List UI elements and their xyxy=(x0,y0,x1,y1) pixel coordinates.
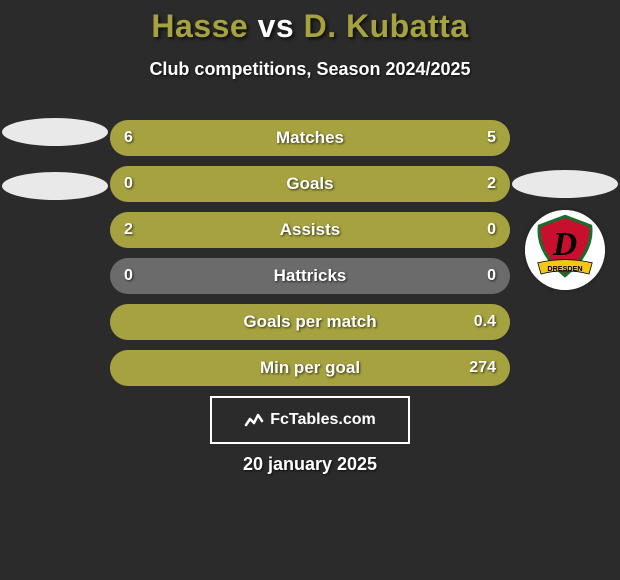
stat-label: Goals xyxy=(110,166,510,202)
player2-badge-area: D DRESDEN xyxy=(510,170,620,290)
svg-text:DRESDEN: DRESDEN xyxy=(547,264,582,273)
stat-label: Assists xyxy=(110,212,510,248)
comparison-title: Hasse vs D. Kubatta xyxy=(0,0,620,45)
player2-name: D. Kubatta xyxy=(304,8,469,44)
player1-photo-placeholder xyxy=(2,172,108,200)
stat-row: 00Hattricks xyxy=(110,258,510,294)
player1-club-badge-placeholder xyxy=(2,118,108,146)
player1-badge-area xyxy=(0,118,110,226)
vs-separator: vs xyxy=(258,8,295,44)
subtitle: Club competitions, Season 2024/2025 xyxy=(0,59,620,80)
stat-row: 0.4Goals per match xyxy=(110,304,510,340)
stat-row: 02Goals xyxy=(110,166,510,202)
comparison-chart: 65Matches 02Goals 20Assists 00Hattricks 0.4G… xyxy=(110,120,510,396)
svg-text:D: D xyxy=(552,226,577,263)
stat-label: Goals per match xyxy=(110,304,510,340)
stat-row: 274Min per goal xyxy=(110,350,510,386)
player2-photo-placeholder xyxy=(512,170,618,198)
dynamo-dresden-crest-icon: D DRESDEN xyxy=(525,210,605,290)
stat-row: 20Assists xyxy=(110,212,510,248)
player1-name: Hasse xyxy=(151,8,248,44)
stat-row: 65Matches xyxy=(110,120,510,156)
source-attribution: FcTables.com xyxy=(210,396,410,444)
fctables-logo-icon xyxy=(244,409,264,432)
source-site-name: FcTables.com xyxy=(270,411,376,429)
snapshot-date: 20 january 2025 xyxy=(0,454,620,475)
player2-club-crest: D DRESDEN xyxy=(525,210,605,290)
stat-label: Min per goal xyxy=(110,350,510,386)
stat-label: Matches xyxy=(110,120,510,156)
stat-label: Hattricks xyxy=(110,258,510,294)
